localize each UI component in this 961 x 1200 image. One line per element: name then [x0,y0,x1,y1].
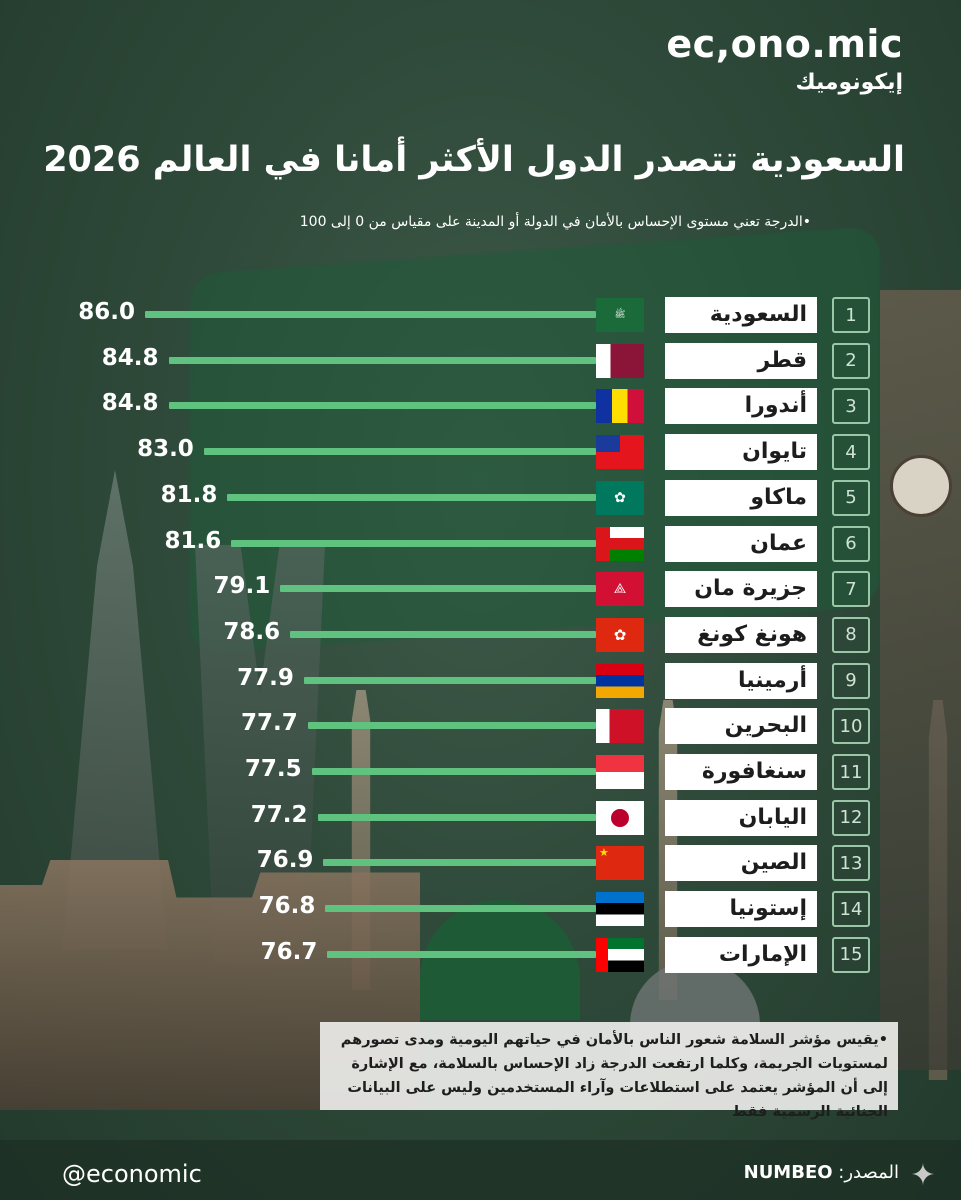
country-label: البحرين [665,708,817,745]
value-label: 77.7 [241,710,298,737]
country-label: تايوان [665,434,817,471]
saudi-arabia-flag-icon: ﷺ [596,298,644,332]
uae-flag-icon [596,937,644,972]
value-label: 84.8 [101,344,159,371]
value-bar [327,950,596,958]
value-label: 76.8 [258,893,316,920]
value-label: 77.9 [237,664,294,691]
country-label: أندورا [665,388,817,425]
source-label: المصدر: [838,1162,899,1183]
macau-flag-icon: ✿ [596,480,644,515]
taiwan-flag-icon [596,435,644,470]
bahrain-flag-icon [596,709,644,744]
value-label: 81.6 [164,527,222,554]
rank-badge: 10 [832,708,870,745]
rank-badge: 3 [832,388,870,425]
china-flag-icon: ★ [596,846,644,881]
rank-badge: 14 [832,891,870,928]
value-label: 76.7 [260,938,318,965]
value-label: 86.0 [78,299,135,325]
japan-flag-icon [596,800,644,835]
rank-badge: 12 [832,799,870,836]
armenia-flag-icon [596,663,644,698]
value-bar [323,859,596,867]
sparkle-icon: ✦ [910,1158,936,1193]
country-label: اليابان [665,799,817,836]
singapore-flag-icon [596,755,644,789]
country-label: الصين [665,845,817,882]
rank-badge: 13 [832,845,870,882]
value-bar [325,905,596,913]
value-label: 83.0 [137,436,194,463]
rank-badge: 8 [832,616,870,653]
country-label: أرمينيا [665,662,817,699]
country-label: هونغ كونغ [665,616,817,653]
rank-badge: 6 [832,525,870,562]
value-bar [145,311,596,318]
value-label: 76.9 [256,847,314,874]
country-label: سنغافورة [665,754,817,790]
value-label: 77.5 [244,756,302,782]
brand-logo: ec,ono.mic [666,22,903,66]
value-bar [227,493,596,501]
value-bar [317,813,596,821]
social-handle: @economic [62,1160,202,1188]
country-label: جزيرة مان [665,571,817,608]
value-bar [280,585,596,593]
hong-kong-flag-icon: ✿ [596,617,644,652]
value-label: 84.8 [101,390,159,417]
rank-badge: 4 [832,434,870,471]
country-label: عمان [665,525,817,562]
chart-subtitle: •الدرجة تعني مستوى الإحساس بالأمان في ال… [299,214,811,230]
rank-badge: 2 [832,342,870,379]
value-bar [231,539,596,547]
source-credit: المصدر: NUMBEO [744,1162,899,1183]
value-bar [203,448,596,456]
estonia-flag-icon [596,892,644,927]
brand-logo-arabic: إيكونوميك [795,70,903,95]
rank-badge: 11 [832,754,870,790]
value-bar [307,722,596,730]
value-label: 77.2 [250,801,308,828]
qatar-flag-icon [596,343,644,378]
country-label: السعودية [665,297,817,333]
value-label: 79.1 [213,573,271,600]
value-bar [168,356,596,364]
rank-badge: 5 [832,479,870,516]
page-title: السعودية تتصدر الدول الأكثر أمانا في الع… [43,140,905,180]
rank-badge: 7 [832,571,870,608]
source-name: NUMBEO [743,1162,833,1183]
country-label: قطر [665,342,817,379]
rank-badge: 15 [832,936,870,973]
value-bar [168,402,596,410]
oman-flag-icon [596,526,644,561]
rank-badge: 9 [832,662,870,699]
andorra-flag-icon [596,389,644,424]
methodology-note: •يقيس مؤشر السلامة شعور الناس بالأمان في… [320,1022,898,1120]
value-bar [303,676,596,684]
value-bar [290,630,596,638]
country-label: إستونيا [665,891,817,928]
value-label: 78.6 [223,618,281,645]
value-label: 81.8 [160,481,218,508]
rank-badge: 1 [832,297,870,333]
country-label: الإمارات [665,936,817,973]
isle-of-man-flag-icon: ⟁ [596,572,644,607]
country-label: ماكاو [665,479,817,516]
ranking-bar-chart: 1 السعودية ﷺ 86.0 2 قطر 84.8 3 أندورا 84.8 4 تايوان… [78,297,870,973]
value-bar [311,768,596,775]
